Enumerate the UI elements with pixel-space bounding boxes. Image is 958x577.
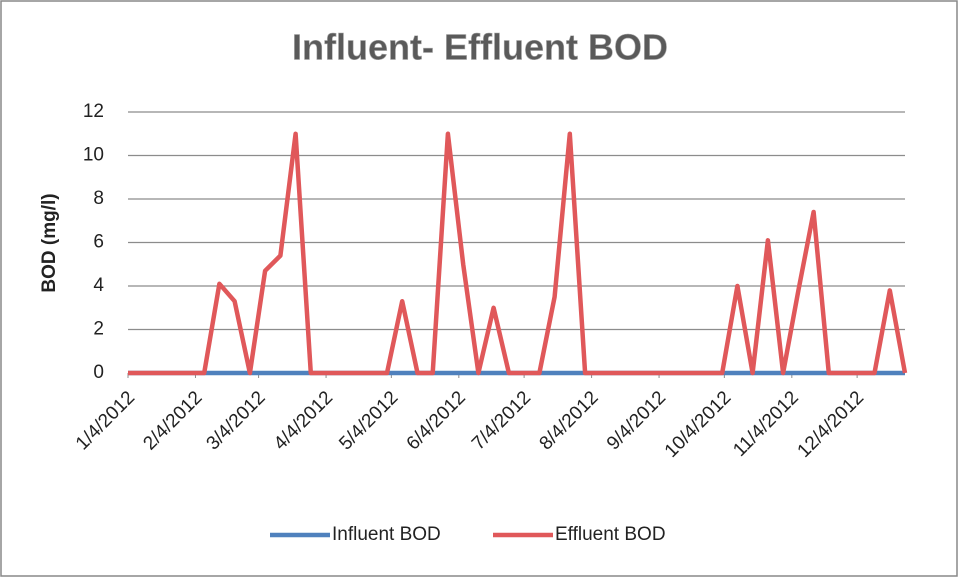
y-axis-label: BOD (mg/l) bbox=[39, 193, 60, 292]
y-tick-label: 8 bbox=[93, 188, 104, 209]
chart-title: Influent- Effluent BOD bbox=[292, 27, 668, 68]
y-tick-label: 6 bbox=[93, 232, 104, 253]
y-tick-label: 0 bbox=[93, 362, 104, 383]
y-tick-label: 12 bbox=[83, 101, 104, 122]
y-tick-label: 4 bbox=[93, 275, 104, 296]
legend-label: Influent BOD bbox=[332, 524, 441, 545]
y-tick-label: 10 bbox=[83, 145, 104, 166]
y-tick-label: 2 bbox=[93, 319, 104, 340]
series-line bbox=[128, 131, 908, 376]
legend-label: Effluent BOD bbox=[555, 524, 666, 545]
